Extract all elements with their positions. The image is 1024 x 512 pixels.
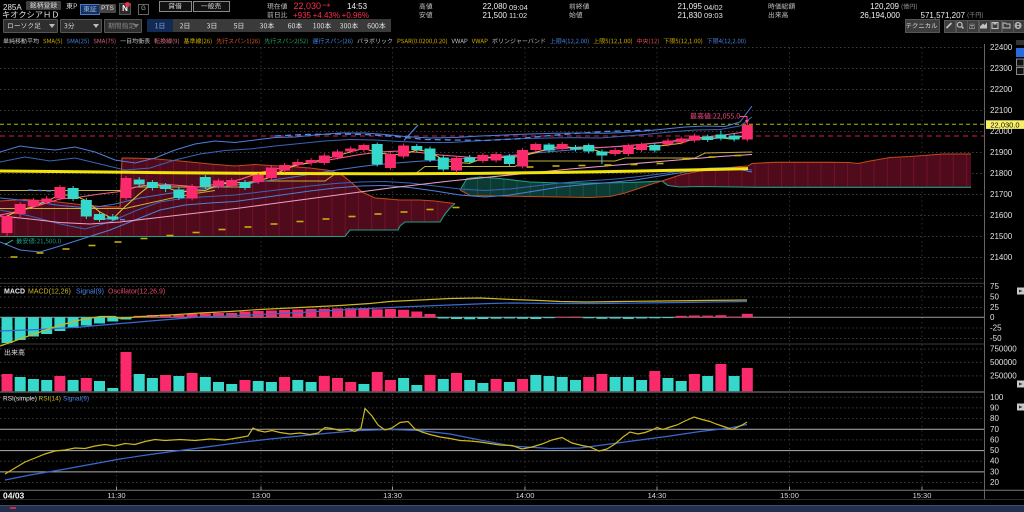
svg-text:75: 75	[990, 282, 999, 291]
svg-text:60: 60	[990, 435, 999, 444]
svg-text:50: 50	[990, 293, 999, 302]
svg-text:11:30: 11:30	[107, 491, 125, 500]
svg-text:22000: 22000	[990, 127, 1013, 136]
svg-text:22200: 22200	[990, 85, 1013, 94]
svg-text:100: 100	[990, 393, 1004, 402]
svg-text:-50: -50	[990, 334, 1002, 343]
svg-text:13:30: 13:30	[383, 491, 402, 500]
svg-text:MACD(12,26): MACD(12,26)	[28, 289, 71, 296]
svg-text:MACD: MACD	[4, 289, 25, 296]
svg-text:RSI(simple): RSI(simple)	[3, 395, 37, 402]
svg-text:21800: 21800	[990, 169, 1013, 178]
svg-text:22300: 22300	[990, 64, 1013, 73]
svg-text:RSI(14): RSI(14)	[39, 395, 61, 402]
svg-text:15:00: 15:00	[780, 491, 799, 500]
svg-text:25: 25	[990, 303, 999, 312]
svg-text:50: 50	[990, 446, 999, 455]
svg-text:80: 80	[990, 414, 999, 423]
svg-text:70: 70	[990, 425, 999, 434]
svg-text:14:30: 14:30	[648, 491, 667, 500]
svg-text:21900: 21900	[990, 148, 1013, 157]
svg-text:21400: 21400	[990, 253, 1013, 262]
svg-text:15:30: 15:30	[913, 491, 932, 500]
svg-text:22100: 22100	[990, 106, 1013, 115]
svg-text:21600: 21600	[990, 211, 1013, 220]
svg-text:40: 40	[990, 457, 999, 466]
svg-text:04/03: 04/03	[3, 491, 25, 501]
svg-text:0: 0	[990, 313, 995, 322]
svg-text:500000: 500000	[990, 358, 1017, 367]
svg-text:14:00: 14:00	[516, 491, 535, 500]
svg-text:21700: 21700	[990, 190, 1013, 199]
svg-text:22400: 22400	[990, 43, 1013, 52]
svg-text:13:00: 13:00	[252, 491, 271, 500]
svg-text:30: 30	[990, 467, 999, 476]
svg-text:22,030.0: 22,030.0	[990, 120, 1019, 129]
svg-text:Oscillator(12,26,9): Oscillator(12,26,9)	[108, 289, 165, 296]
svg-text:750000: 750000	[990, 345, 1017, 354]
svg-text:21500: 21500	[990, 232, 1013, 241]
svg-text:90: 90	[990, 403, 999, 412]
svg-text:Signal(9): Signal(9)	[63, 395, 89, 402]
svg-text:250000: 250000	[990, 371, 1017, 380]
svg-text:20: 20	[990, 478, 999, 487]
svg-text:-25: -25	[990, 324, 1002, 333]
svg-text:Signal(9): Signal(9)	[76, 289, 104, 296]
